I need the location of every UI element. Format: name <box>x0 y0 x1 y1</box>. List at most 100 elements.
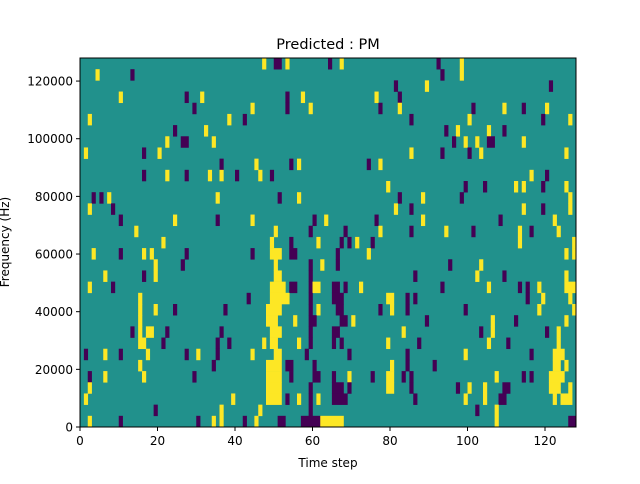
cell <box>421 214 426 227</box>
cell <box>118 348 123 361</box>
cell <box>324 214 329 227</box>
y-tick-label: 40000 <box>35 305 73 319</box>
cell <box>312 371 321 383</box>
cell <box>161 236 166 249</box>
cell <box>463 181 468 193</box>
cell <box>494 371 499 383</box>
cell <box>545 102 550 115</box>
cell <box>219 158 224 171</box>
cell <box>386 382 395 394</box>
y-tick-label: 120000 <box>27 75 73 89</box>
cell <box>87 281 92 294</box>
cell <box>521 371 526 383</box>
cell <box>87 113 92 126</box>
cell <box>269 281 286 294</box>
cell <box>378 225 383 238</box>
cell <box>204 125 209 137</box>
cell <box>502 125 507 137</box>
cell <box>351 315 356 327</box>
cell <box>529 169 534 182</box>
cell <box>517 225 523 238</box>
cell <box>409 113 414 126</box>
cell <box>320 415 344 428</box>
cell <box>138 359 143 372</box>
cell <box>556 326 561 338</box>
cell <box>300 91 306 104</box>
cell <box>273 58 282 70</box>
cell <box>347 371 352 383</box>
cell <box>297 192 302 204</box>
cell <box>502 270 507 282</box>
cell <box>118 214 123 227</box>
cell <box>568 292 573 305</box>
cell <box>285 102 290 115</box>
cell <box>545 326 550 338</box>
x-tick-label: 60 <box>305 434 320 448</box>
cell <box>378 102 383 115</box>
x-tick-label: 80 <box>382 434 397 448</box>
cell <box>498 214 503 227</box>
cell <box>142 371 147 383</box>
cell <box>475 136 480 148</box>
x-tick-label: 100 <box>456 434 479 448</box>
cell <box>397 102 402 115</box>
x-tick-label: 120 <box>534 434 557 448</box>
cell <box>91 248 96 260</box>
cell <box>196 415 201 428</box>
cell <box>463 136 468 148</box>
cell <box>370 236 375 249</box>
cell <box>153 404 158 417</box>
cell <box>486 125 492 137</box>
plot-frame <box>79 57 577 428</box>
cell <box>331 382 344 394</box>
cell <box>118 91 123 104</box>
cell <box>200 91 205 104</box>
cell <box>308 404 313 417</box>
cell <box>564 248 569 260</box>
cell <box>300 415 321 428</box>
cell <box>180 136 189 148</box>
cell <box>165 136 170 148</box>
cell <box>215 214 220 227</box>
cell <box>331 292 344 305</box>
cell <box>269 236 275 249</box>
cell <box>266 315 278 327</box>
cell <box>556 337 561 350</box>
cell <box>490 315 495 327</box>
cell <box>308 304 313 316</box>
cell <box>405 304 410 316</box>
cell <box>440 281 445 294</box>
cell <box>545 169 550 182</box>
cell <box>366 158 371 171</box>
cell <box>138 315 143 327</box>
cell <box>285 58 290 70</box>
cell <box>564 181 569 193</box>
cell <box>142 169 147 182</box>
x-tick-label: 20 <box>150 434 165 448</box>
plot-area <box>80 58 576 427</box>
cell <box>99 192 104 204</box>
cell <box>266 393 282 405</box>
cell <box>390 304 395 316</box>
cell <box>378 158 383 171</box>
cell <box>308 393 313 405</box>
cell <box>568 203 573 215</box>
cell <box>316 304 321 316</box>
cell <box>417 337 422 350</box>
cell <box>289 236 294 249</box>
cell <box>273 348 282 361</box>
y-tick-label: 100000 <box>27 132 73 146</box>
cell <box>564 270 569 282</box>
cell <box>142 147 147 159</box>
cell <box>359 281 364 294</box>
cell <box>374 91 379 104</box>
cell <box>409 147 414 159</box>
cell <box>556 225 561 238</box>
cell <box>149 248 154 260</box>
cell <box>343 225 348 238</box>
cell <box>506 337 511 350</box>
cell <box>517 236 523 249</box>
cell <box>316 236 321 249</box>
cell <box>502 102 507 115</box>
